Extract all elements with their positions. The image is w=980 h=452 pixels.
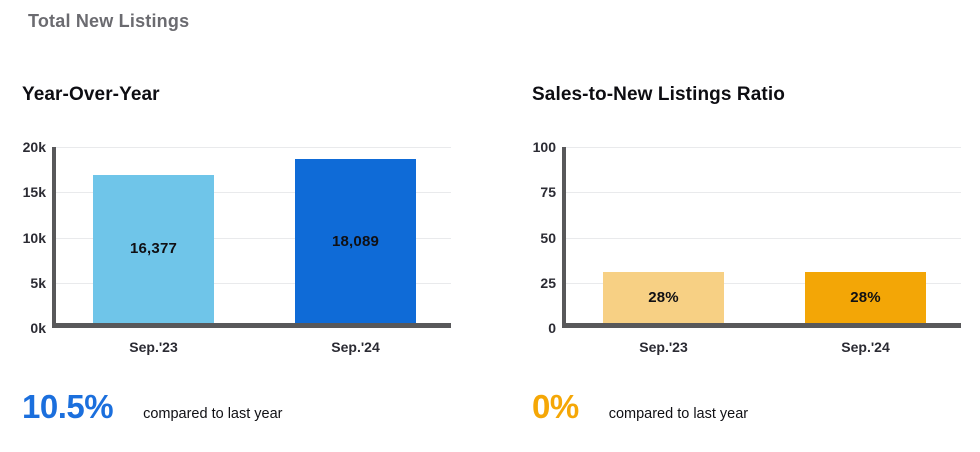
gridline [566,282,961,284]
bar-value-label: 18,089 [331,232,380,250]
gridline [56,282,451,284]
x-axis-label-sep-23: Sep.'23 [129,339,178,355]
gridline [56,147,451,148]
x-axis-label-sep-23: Sep.'23 [639,339,688,355]
y-tick-label: 25 [540,274,556,291]
yoy-chart-panel: Year-Over-Year 0k 5k 10k 15k 20k 16,377 Sep.'… [22,84,468,452]
ratio-plot-area: 28% Sep.'23 28% Sep.'24 [562,147,961,355]
bar-sep-23[interactable]: 28% [603,272,724,323]
y-tick-label: 10k [22,229,46,246]
gridline [566,237,961,239]
bar-value-label: 16,377 [129,240,178,258]
ratio-y-axis: 0 25 50 75 100 [532,139,562,336]
y-tick-label: 20k [22,139,46,155]
ratio-chart-title: Sales-to-New Listings Ratio [532,84,785,105]
y-tick-label: 50 [540,229,556,246]
bar-value-label: 28% [648,289,679,307]
bar-sep-24[interactable]: 28% [805,272,926,323]
gridline [566,192,961,194]
gridline [566,147,961,148]
yoy-plot-area: 16,377 Sep.'23 18,089 Sep.'24 [52,147,451,355]
yoy-y-axis: 0k 5k 10k 15k 20k [22,139,52,336]
y-tick-label: 0k [30,320,46,336]
ratio-chart-panel: Sales-to-New Listings Ratio 0 25 50 75 100 2… [532,84,978,452]
yoy-change-percent: 10.5% [22,388,114,425]
y-tick-label: 75 [540,184,556,201]
bar-value-label: 28% [850,289,881,307]
gridline [56,237,451,239]
yoy-chart-title: Year-Over-Year [22,84,160,105]
x-axis-label-sep-24: Sep.'24 [331,339,380,355]
y-tick-label: 15k [22,184,46,201]
ratio-stat: 0% compared to last year [532,388,748,426]
yoy-stat: 10.5% compared to last year [22,388,283,426]
x-axis-label-sep-24: Sep.'24 [841,339,890,355]
gridline [56,192,451,194]
bar-sep-24[interactable]: 18,089 [295,159,416,323]
yoy-chart: 0k 5k 10k 15k 20k 16,377 Sep.'23 18,089 Sep.'24 [22,139,451,355]
y-tick-label: 5k [30,274,46,291]
ratio-change-percent: 0% [532,388,579,425]
bar-sep-23[interactable]: 16,377 [93,174,214,323]
ratio-stat-caption: compared to last year [608,406,749,422]
yoy-stat-caption: compared to last year [143,406,283,422]
ratio-chart: 0 25 50 75 100 28% Sep.'23 28% Sep.'24 [532,139,961,355]
y-tick-label: 100 [532,139,556,155]
page-title: Total New Listings [28,11,190,31]
y-tick-label: 0 [548,320,556,336]
